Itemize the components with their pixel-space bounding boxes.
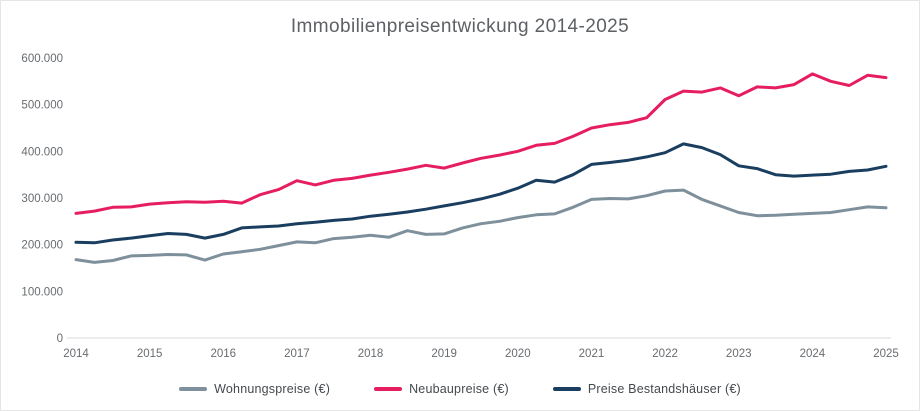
legend-item-2: Preise Bestandshäuser (€) bbox=[552, 382, 741, 396]
legend-label: Neubaupreise (€) bbox=[409, 382, 509, 396]
legend-swatch-icon bbox=[179, 387, 208, 391]
legend-swatch-icon bbox=[374, 387, 403, 391]
x-axis-tick-label: 2022 bbox=[652, 348, 678, 360]
series-line-1 bbox=[74, 72, 888, 215]
y-axis-tick-label: 300.000 bbox=[21, 193, 63, 205]
legend-label: Preise Bestandshäuser (€) bbox=[587, 382, 741, 396]
chart-title: Immobilienpreisentwickung 2014-2025 bbox=[290, 16, 630, 37]
x-axis-tick-label: 2023 bbox=[726, 348, 752, 360]
legend-item-0: Wohnungspreise (€) bbox=[179, 382, 330, 396]
y-axis-tick-label: 400.000 bbox=[21, 146, 63, 158]
legend-swatch-icon bbox=[552, 387, 581, 391]
line-chart-plot-area: 0 100.000 200.000 300.000 400.000 500.000 600.… bbox=[21, 53, 899, 360]
legend-item-1: Neubaupreise (€) bbox=[374, 382, 509, 396]
x-axis-tick-label: 2025 bbox=[873, 348, 899, 360]
legend-label: Wohnungspreise (€) bbox=[214, 382, 331, 396]
x-axis-tick-label: 2016 bbox=[210, 348, 236, 360]
x-axis-tick-label: 2018 bbox=[358, 348, 384, 360]
y-axis-tick-label: 100.000 bbox=[21, 286, 63, 298]
y-axis-tick-label: 0 bbox=[57, 333, 63, 345]
y-axis-tick-label: 200.000 bbox=[21, 240, 63, 252]
series-line-2 bbox=[74, 142, 888, 245]
x-axis-tick-label: 2014 bbox=[63, 348, 89, 360]
x-axis-tick-label: 2015 bbox=[137, 348, 163, 360]
x-axis-tick-label: 2024 bbox=[800, 348, 826, 360]
series-line-0 bbox=[74, 188, 888, 264]
chart-legend: Wohnungspreise (€) Neubaupreise (€) Preise… bbox=[1, 375, 919, 403]
x-axis-tick-label: 2021 bbox=[579, 348, 605, 360]
y-axis-tick-label: 600.000 bbox=[21, 53, 63, 65]
x-axis-tick-label: 2020 bbox=[505, 348, 531, 360]
y-axis-tick-label: 500.000 bbox=[21, 100, 63, 112]
x-axis-tick-label: 2017 bbox=[284, 348, 310, 360]
x-axis-tick-label: 2019 bbox=[431, 348, 457, 360]
